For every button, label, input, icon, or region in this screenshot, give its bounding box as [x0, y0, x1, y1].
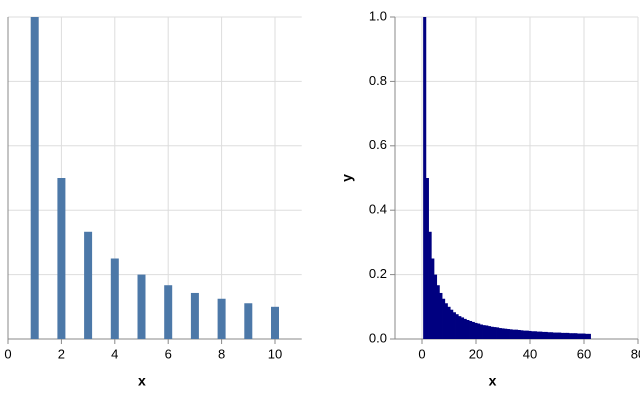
- bar: [585, 333, 589, 339]
- x-tick-label: 80: [631, 346, 640, 361]
- y-tick-label: 0.6: [369, 137, 387, 152]
- bar: [506, 329, 510, 339]
- x-tick-label: 60: [577, 346, 591, 361]
- bar: [523, 330, 527, 339]
- y-axis-title: y: [339, 174, 355, 182]
- bar: [452, 312, 456, 339]
- bar: [463, 318, 467, 339]
- bar: [485, 325, 489, 339]
- bar: [431, 258, 435, 339]
- bar: [531, 331, 535, 339]
- bar: [512, 329, 516, 339]
- y-tick-label: 0.0: [369, 330, 387, 345]
- x-axis-title: x: [489, 373, 497, 389]
- x-tick-label: 0: [4, 346, 11, 361]
- bar: [436, 285, 440, 339]
- x-tick-label: 20: [469, 346, 483, 361]
- bar: [57, 178, 66, 339]
- bar: [30, 17, 39, 339]
- x-tick-label: 40: [523, 346, 537, 361]
- bar: [536, 331, 540, 339]
- y-tick-label: 1.0: [369, 8, 387, 23]
- bar: [509, 329, 513, 339]
- bar: [487, 326, 492, 339]
- bar: [525, 330, 529, 339]
- bar: [533, 331, 537, 339]
- bar: [428, 231, 432, 339]
- bar: [541, 331, 546, 339]
- y-tick-label: 0.8: [369, 73, 387, 88]
- x-tick-label: 10: [268, 346, 282, 361]
- bar: [423, 17, 427, 339]
- bar: [490, 326, 494, 339]
- bar: [550, 332, 554, 339]
- bar: [517, 329, 521, 339]
- x-tick-label: 4: [111, 346, 118, 361]
- bar: [547, 332, 551, 339]
- bar: [544, 331, 548, 339]
- bar: [137, 274, 146, 339]
- bar: [458, 316, 462, 339]
- bar: [84, 231, 93, 339]
- bar: [528, 330, 532, 339]
- bar: [566, 332, 570, 339]
- bar: [474, 322, 478, 339]
- bar: [574, 333, 578, 339]
- y-tick-label: 0.4: [369, 202, 387, 217]
- bar: [471, 321, 475, 339]
- x-tick-label: 0: [418, 346, 425, 361]
- y-tick-label: 0.2: [369, 266, 387, 281]
- bar: [587, 333, 591, 339]
- bar: [555, 332, 559, 339]
- bar: [477, 323, 481, 339]
- bar: [482, 325, 486, 339]
- bar: [493, 327, 497, 339]
- bar: [442, 298, 446, 339]
- bar: [217, 298, 226, 339]
- bar: [479, 324, 483, 339]
- bar: [558, 332, 562, 339]
- bar: [504, 328, 508, 339]
- bar: [577, 333, 581, 339]
- bar: [498, 328, 502, 339]
- bar: [552, 332, 556, 339]
- bar: [560, 332, 564, 339]
- x-tick-label: 6: [165, 346, 172, 361]
- bar: [496, 327, 500, 339]
- bar: [271, 306, 279, 339]
- bar: [425, 178, 429, 339]
- bar: [444, 303, 448, 339]
- bar: [466, 320, 470, 339]
- bar: [110, 258, 119, 339]
- bar: [244, 303, 253, 339]
- bar: [539, 331, 543, 339]
- bar: [501, 328, 505, 339]
- bar: [460, 317, 465, 339]
- bar: [439, 292, 443, 339]
- bar: [568, 333, 573, 339]
- bar: [520, 330, 524, 339]
- bar: [455, 314, 459, 339]
- bar: [563, 332, 567, 339]
- bar: [447, 306, 451, 339]
- x-tick-label: 2: [58, 346, 65, 361]
- bar: [571, 333, 575, 339]
- bar: [164, 285, 173, 339]
- bar: [582, 333, 586, 339]
- x-axis-title: x: [138, 373, 146, 389]
- bar: [433, 274, 438, 339]
- bar: [514, 329, 519, 339]
- bar: [190, 292, 199, 339]
- bar: [579, 333, 583, 339]
- x-tick-label: 8: [218, 346, 225, 361]
- bar: [450, 309, 454, 339]
- bar: [469, 320, 473, 339]
